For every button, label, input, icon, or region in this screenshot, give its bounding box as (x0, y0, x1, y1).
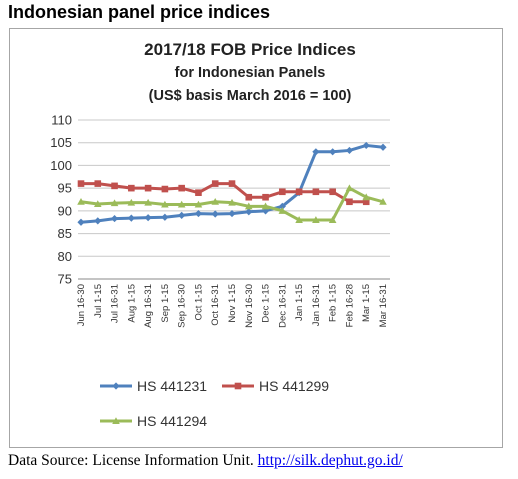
data-point (211, 197, 220, 205)
data-point (228, 180, 236, 187)
x-tick-label: Dec 16-31 (277, 284, 288, 328)
x-tick-label: Jul 16-31 (110, 284, 121, 323)
data-point (329, 148, 337, 156)
data-point (161, 200, 169, 208)
y-tick-label: 85 (58, 226, 72, 241)
data-point (312, 216, 320, 223)
x-tick-label: Mar 16-31 (378, 284, 389, 327)
data-point (312, 188, 320, 196)
data-point (328, 216, 337, 223)
data-point (94, 180, 102, 187)
legend-marker (112, 417, 120, 424)
data-point (346, 198, 353, 206)
y-tick-label: 100 (50, 158, 72, 173)
data-point (244, 202, 253, 210)
data-point (362, 141, 370, 150)
x-tick-label: Dec 1-15 (261, 284, 272, 323)
chart-title-line-2: for Indonesian Panels (175, 65, 326, 81)
legend-marker (112, 382, 120, 390)
legend-label: HS 441294 (137, 413, 207, 429)
data-point (177, 200, 186, 208)
data-point (94, 217, 102, 225)
y-tick-label: 90 (58, 203, 72, 218)
data-point (178, 184, 185, 192)
y-tick-label: 95 (58, 181, 72, 196)
data-point (228, 209, 236, 218)
data-point (228, 198, 236, 206)
data-point (194, 209, 203, 218)
data-point (77, 197, 85, 205)
legend-label: HS 441231 (137, 378, 207, 394)
data-point (362, 193, 371, 201)
y-tick-label: 80 (58, 249, 72, 264)
data-point (144, 198, 152, 206)
data-point (345, 184, 354, 192)
x-tick-label: Nov 1-15 (227, 284, 238, 323)
price-index-chart: 2017/18 FOB Price Indices for Indonesian … (50, 40, 390, 429)
x-tick-label: Sep 16-30 (177, 284, 188, 328)
data-point (362, 198, 370, 206)
data-point (77, 180, 85, 187)
legend-label: HS 441299 (259, 378, 329, 394)
y-tick-label: 75 (58, 272, 72, 287)
x-tick-label: Jan 1-15 (294, 284, 305, 321)
x-tick-label: Feb 1-15 (328, 284, 339, 322)
data-point (127, 214, 135, 222)
data-point (345, 146, 354, 155)
x-tick-label: Jan 16-31 (311, 284, 322, 326)
x-tick-label: Sep 1-15 (160, 284, 171, 323)
chart-title-line-3: (US$ basis March 2016 = 100) (149, 88, 352, 104)
source-link[interactable]: http://silk.dephut.go.id/ (257, 452, 403, 469)
data-point (379, 197, 387, 205)
x-tick-label: Feb 16-28 (344, 284, 355, 327)
data-point (278, 202, 286, 210)
data-point (144, 184, 152, 192)
data-point (261, 202, 270, 210)
data-point (110, 199, 119, 207)
x-tick-label: Oct 16-31 (210, 284, 221, 326)
data-point (195, 189, 202, 196)
page-heading: Indonesian panel price indices (8, 2, 271, 22)
data-point (128, 184, 135, 192)
data-source: Data Source: License Information Unit. h… (8, 452, 403, 470)
data-point (379, 143, 387, 151)
data-point (161, 213, 169, 221)
chart-title-line-1: 2017/18 FOB Price Indices (144, 40, 356, 59)
x-tick-label: Jul 1-15 (93, 284, 104, 318)
data-point (245, 193, 253, 201)
chart-frame: 2017/18 FOB Price Indices for Indonesian … (9, 28, 503, 448)
data-point (111, 182, 118, 190)
x-tick-label: Jun 16-30 (76, 284, 87, 326)
data-point (295, 188, 303, 196)
data-point (278, 207, 287, 214)
x-tick-label: Aug 1-15 (126, 284, 137, 323)
data-point (329, 188, 336, 196)
source-text: Data Source: License Information Unit. (8, 452, 254, 469)
data-point (312, 148, 320, 156)
data-point (161, 185, 169, 193)
legend-marker (234, 382, 242, 390)
series-line-hs-441299 (81, 182, 367, 204)
data-point (194, 200, 203, 208)
x-tick-label: Nov 16-30 (244, 284, 255, 328)
data-point (262, 193, 269, 201)
data-point (110, 214, 119, 223)
data-point (144, 214, 152, 222)
data-point (245, 208, 253, 216)
y-tick-label: 110 (51, 113, 72, 128)
data-point (279, 188, 286, 196)
x-tick-label: Oct 1-15 (193, 284, 204, 320)
data-point (127, 198, 136, 206)
y-tick-label: 105 (50, 135, 72, 150)
data-point (178, 211, 186, 219)
data-point (93, 200, 102, 208)
data-point (77, 218, 85, 226)
data-point (211, 210, 219, 218)
data-point (211, 180, 219, 187)
x-tick-label: Mar 1-15 (361, 284, 372, 322)
x-tick-label: Aug 16-31 (143, 284, 154, 328)
data-point (295, 216, 303, 223)
